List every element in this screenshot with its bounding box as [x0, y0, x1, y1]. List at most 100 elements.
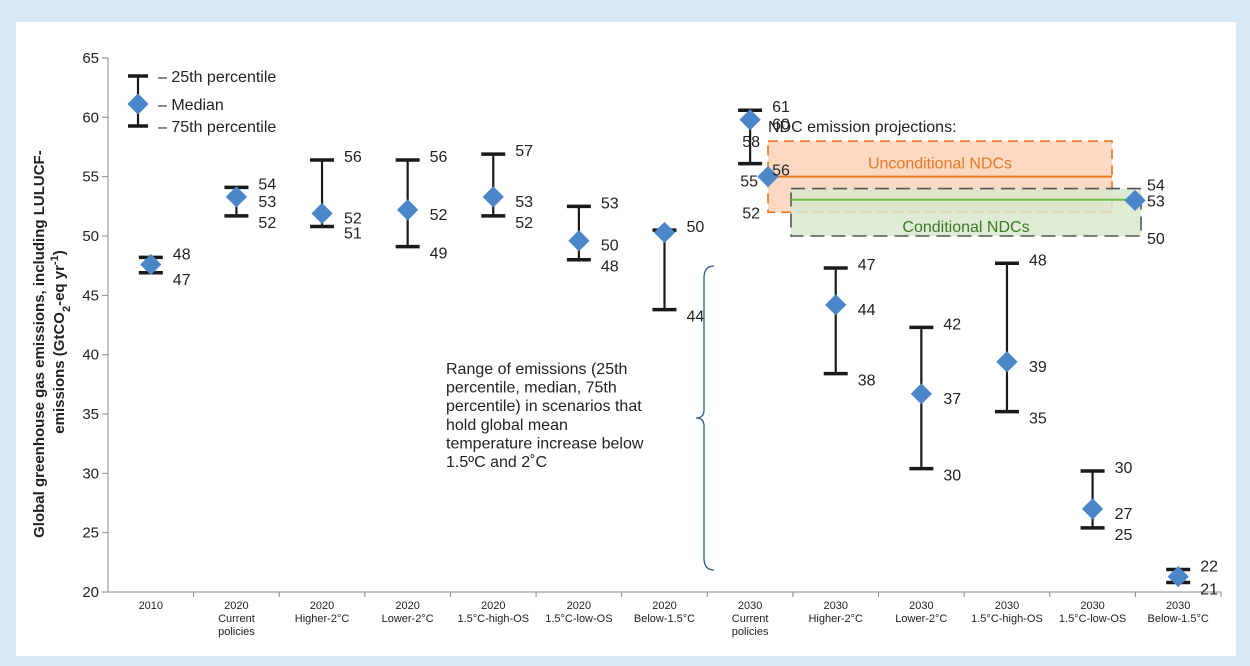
- median-marker: [225, 186, 248, 208]
- median-marker: [739, 109, 761, 131]
- median-value-label: 52: [430, 207, 448, 224]
- x-category-name: Lower-2°C: [895, 613, 947, 625]
- median-marker: [1167, 565, 1189, 588]
- unconditional-ndc-low-label: 52: [742, 205, 760, 222]
- p75-value-label: 30: [943, 468, 961, 485]
- conditional-ndc-high-label: 54: [1147, 178, 1165, 195]
- median-value-label: 37: [943, 391, 961, 408]
- legend-median-label: – Median: [158, 97, 224, 114]
- p25-value-label: 56: [430, 149, 448, 166]
- p75-value-label: 52: [515, 215, 533, 232]
- p75-value-label: 52: [258, 215, 276, 232]
- annotation-line: temperature increase below: [446, 435, 644, 452]
- median-value-label: 53: [515, 194, 533, 211]
- y-axis-label-line2-post: ): [51, 250, 68, 255]
- x-category-year: 2020: [652, 600, 676, 612]
- median-marker: [397, 199, 419, 221]
- median-marker: [568, 230, 590, 252]
- y-axis-label-line2-pre: emissions (GtCO: [51, 312, 68, 434]
- x-category-name: Current: [218, 613, 255, 625]
- x-category-name: Current: [732, 613, 769, 625]
- p25-value-label: 56: [344, 149, 362, 166]
- x-category-year: 2010: [139, 600, 163, 612]
- x-category-year: 2030: [738, 600, 762, 612]
- conditional-ndc-median-label: 53: [1147, 193, 1165, 210]
- p75-value-label: 35: [1029, 411, 1047, 428]
- p25-value-label: 61: [772, 99, 790, 116]
- p25-value-label: 57: [515, 143, 533, 160]
- p75-value-label: 21: [1200, 582, 1218, 599]
- annotation-brace: [695, 265, 715, 571]
- x-category-name: 1.5°C-high-OS: [457, 613, 529, 625]
- x-category-year: 2030: [1080, 600, 1104, 612]
- annotation-line: percentile) in scenarios that: [446, 398, 642, 415]
- conditional-ndc-label: Conditional NDCs: [902, 219, 1029, 236]
- p75-value-label: 48: [601, 259, 619, 276]
- p25-value-label: 48: [1029, 252, 1047, 269]
- x-category-year: 2030: [823, 600, 847, 612]
- x-category-name-2: policies: [732, 626, 769, 638]
- median-value-label: 53: [258, 194, 276, 211]
- p75-value-label: 56: [772, 163, 790, 180]
- median-marker: [140, 253, 162, 276]
- conditional-ndc-range: [790, 187, 1142, 237]
- median-marker: [311, 202, 333, 225]
- p75-value-label: 44: [687, 309, 705, 326]
- x-category-name: 1.5°C-low-OS: [545, 613, 612, 625]
- x-category-year: 2020: [310, 600, 334, 612]
- p75-value-label: 38: [858, 373, 876, 390]
- x-category-name: Lower-2°C: [382, 613, 434, 625]
- unconditional-ndc-median-label: 55: [740, 174, 758, 191]
- p25-value-label: 50: [687, 219, 705, 236]
- median-marker: [653, 221, 676, 244]
- y-axis-label-line2-mid: -eq yr: [51, 265, 68, 306]
- p75-value-label: 47: [173, 272, 191, 289]
- p75-value-label: 25: [1115, 527, 1133, 544]
- median-value-label: 52: [344, 210, 362, 227]
- y-tick-label: 35: [82, 406, 99, 423]
- p75-value-label: 51: [344, 226, 362, 243]
- y-tick-label: 50: [82, 228, 99, 245]
- x-category-name-2: policies: [218, 626, 255, 638]
- conditional-ndc-low-label: 50: [1147, 231, 1165, 248]
- annotation-line: 1.5ºC and 2˚C: [446, 454, 547, 471]
- legend-median-marker: [127, 93, 149, 115]
- y-tick-label: 40: [82, 347, 99, 364]
- y-tick-label: 25: [82, 525, 99, 542]
- annotation-line: hold global mean: [446, 417, 568, 434]
- median-marker: [825, 294, 847, 316]
- median-value-label: 39: [1029, 359, 1047, 376]
- y-axis-label: Global greenhouse gas emissions, includi…: [31, 146, 73, 538]
- x-category-name: Higher-2°C: [295, 613, 350, 625]
- y-axis-label-line1: Global greenhouse gas emissions, includi…: [31, 150, 48, 538]
- x-category-name: Below-1.5°C: [1148, 613, 1209, 625]
- p25-value-label: 48: [173, 246, 191, 263]
- annotation-line: percentile, median, 75th: [446, 380, 617, 397]
- unconditional-ndc-label: Unconditional NDCs: [868, 156, 1012, 173]
- x-category-year: 2030: [909, 600, 933, 612]
- y-tick-label: 45: [82, 287, 99, 304]
- y-tick-label: 65: [82, 50, 99, 67]
- legend-p75-label: – 75th percentile: [158, 119, 276, 136]
- median-value-label: 44: [858, 302, 876, 319]
- y-axis-label-sup: -1: [49, 255, 61, 265]
- x-category-name: 1.5°C-high-OS: [971, 613, 1043, 625]
- p25-value-label: 54: [258, 176, 276, 193]
- y-tick-label: 20: [82, 584, 99, 601]
- y-axis-label-sub: 2: [61, 306, 73, 312]
- median-value-label: 27: [1115, 506, 1133, 523]
- x-category-year: 2020: [395, 600, 419, 612]
- x-category-year: 2020: [567, 600, 591, 612]
- x-category-year: 2020: [481, 600, 505, 612]
- median-marker: [996, 351, 1018, 373]
- x-category-name: Higher-2°C: [808, 613, 863, 625]
- x-category-year: 2020: [224, 600, 248, 612]
- y-tick-label: 30: [82, 465, 99, 482]
- unconditional-ndc-median-marker: [757, 166, 779, 188]
- median-marker: [482, 186, 504, 208]
- annotation-line: Range of emissions (25th: [446, 361, 627, 378]
- median-value-label: 60: [772, 117, 790, 134]
- median-value-label: 50: [601, 238, 619, 255]
- chart-frame: 20 25 30 35 40 45 50 55 60 65 2010 2020 Current poli…: [16, 22, 1236, 656]
